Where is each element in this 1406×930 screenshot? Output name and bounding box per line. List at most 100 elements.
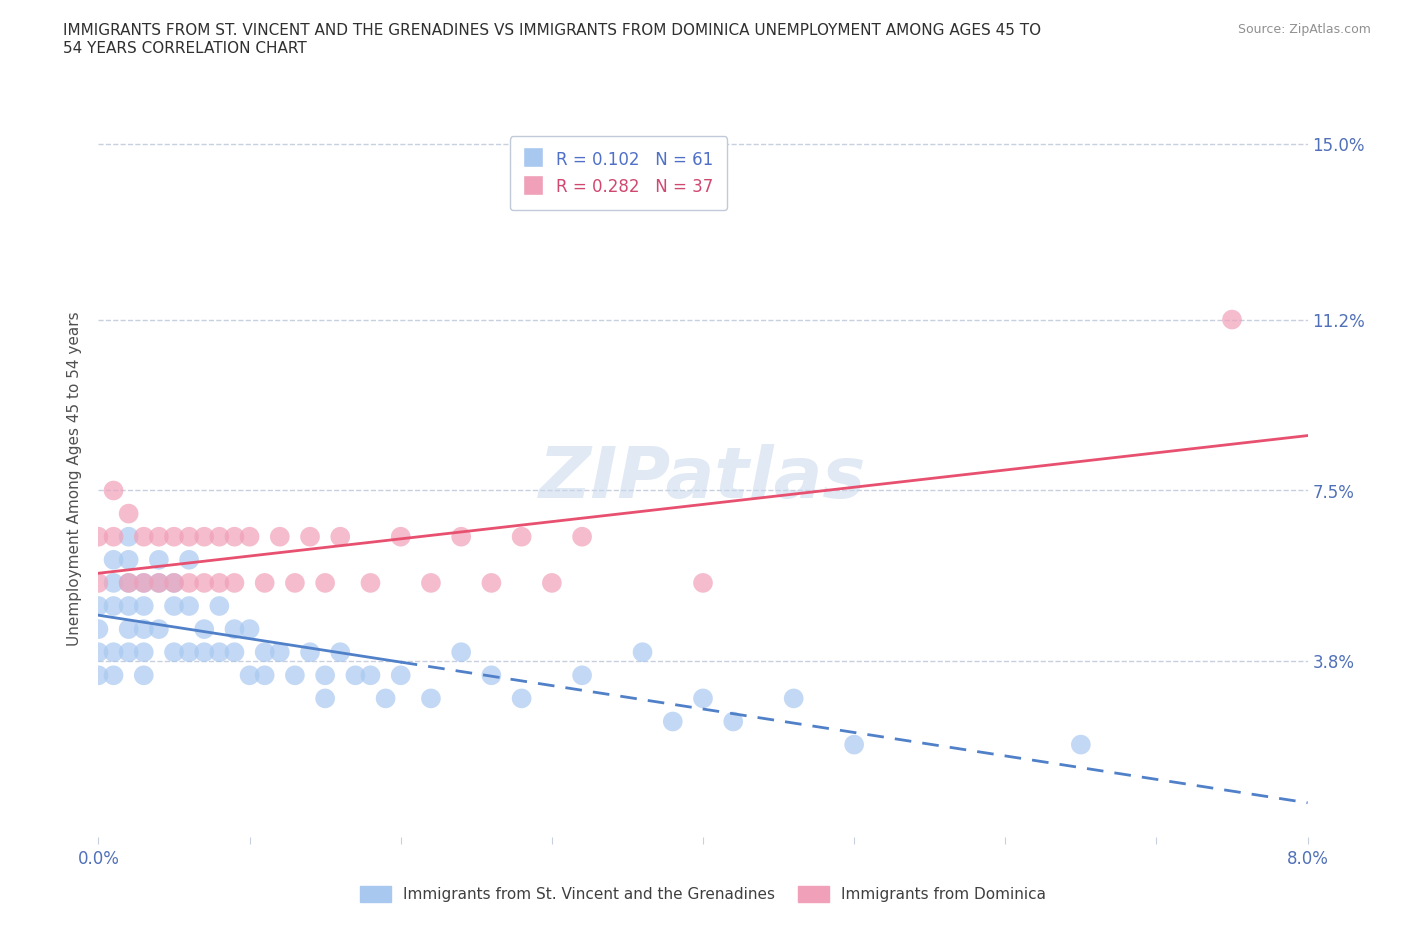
- Point: [481, 668, 503, 683]
- Point: [118, 576, 141, 591]
- Point: [132, 668, 155, 683]
- Point: [148, 529, 170, 544]
- Point: [163, 644, 186, 659]
- Point: [344, 668, 367, 683]
- Point: [163, 599, 186, 614]
- Point: [132, 621, 155, 636]
- Point: [163, 529, 186, 544]
- Point: [87, 668, 110, 683]
- Point: [118, 529, 141, 544]
- Point: [103, 483, 125, 498]
- Point: [224, 644, 246, 659]
- Point: [103, 668, 125, 683]
- Point: [299, 529, 322, 544]
- Point: [208, 599, 231, 614]
- Point: [314, 576, 336, 591]
- Point: [103, 599, 125, 614]
- Point: [420, 576, 443, 591]
- Point: [208, 529, 231, 544]
- Point: [284, 576, 307, 591]
- Point: [692, 691, 714, 706]
- Text: Source: ZipAtlas.com: Source: ZipAtlas.com: [1237, 23, 1371, 36]
- Point: [389, 668, 412, 683]
- Point: [844, 737, 866, 752]
- Point: [208, 644, 231, 659]
- Point: [224, 621, 246, 636]
- Point: [132, 576, 155, 591]
- Point: [103, 529, 125, 544]
- Point: [118, 552, 141, 567]
- Point: [179, 552, 201, 567]
- Point: [132, 599, 155, 614]
- Point: [253, 668, 276, 683]
- Point: [118, 644, 141, 659]
- Point: [132, 644, 155, 659]
- Point: [87, 576, 110, 591]
- Point: [148, 621, 170, 636]
- Point: [118, 599, 141, 614]
- Point: [148, 576, 170, 591]
- Point: [239, 621, 262, 636]
- Point: [193, 644, 215, 659]
- Point: [179, 529, 201, 544]
- Point: [87, 529, 110, 544]
- Point: [179, 599, 201, 614]
- Point: [103, 552, 125, 567]
- Point: [631, 644, 654, 659]
- Point: [193, 576, 215, 591]
- Point: [193, 529, 215, 544]
- Text: ZIPatlas: ZIPatlas: [540, 445, 866, 513]
- Point: [329, 529, 352, 544]
- Point: [692, 576, 714, 591]
- Point: [284, 668, 307, 683]
- Point: [420, 691, 443, 706]
- Point: [571, 529, 593, 544]
- Point: [118, 576, 141, 591]
- Point: [239, 668, 262, 683]
- Point: [1220, 312, 1243, 327]
- Point: [510, 529, 533, 544]
- Point: [661, 714, 683, 729]
- Point: [132, 529, 155, 544]
- Point: [118, 506, 141, 521]
- Point: [389, 529, 412, 544]
- Point: [510, 691, 533, 706]
- Point: [314, 691, 336, 706]
- Point: [299, 644, 322, 659]
- Point: [148, 576, 170, 591]
- Point: [783, 691, 806, 706]
- Point: [193, 621, 215, 636]
- Point: [224, 576, 246, 591]
- Point: [571, 668, 593, 683]
- Legend: R = 0.102   N = 61, R = 0.282   N = 37: R = 0.102 N = 61, R = 0.282 N = 37: [510, 137, 727, 210]
- Point: [179, 644, 201, 659]
- Point: [360, 668, 382, 683]
- Legend: Immigrants from St. Vincent and the Grenadines, Immigrants from Dominica: Immigrants from St. Vincent and the Gren…: [354, 880, 1052, 909]
- Y-axis label: Unemployment Among Ages 45 to 54 years: Unemployment Among Ages 45 to 54 years: [67, 312, 83, 646]
- Point: [540, 576, 562, 591]
- Point: [253, 644, 276, 659]
- Point: [87, 599, 110, 614]
- Point: [148, 552, 170, 567]
- Point: [450, 644, 472, 659]
- Point: [723, 714, 745, 729]
- Point: [103, 576, 125, 591]
- Point: [450, 529, 472, 544]
- Point: [103, 644, 125, 659]
- Text: IMMIGRANTS FROM ST. VINCENT AND THE GRENADINES VS IMMIGRANTS FROM DOMINICA UNEMP: IMMIGRANTS FROM ST. VINCENT AND THE GREN…: [63, 23, 1042, 56]
- Point: [208, 576, 231, 591]
- Point: [132, 576, 155, 591]
- Point: [1070, 737, 1092, 752]
- Point: [163, 576, 186, 591]
- Point: [314, 668, 336, 683]
- Point: [163, 576, 186, 591]
- Point: [374, 691, 396, 706]
- Point: [179, 576, 201, 591]
- Point: [269, 644, 291, 659]
- Point: [87, 644, 110, 659]
- Point: [239, 529, 262, 544]
- Point: [118, 621, 141, 636]
- Point: [269, 529, 291, 544]
- Point: [253, 576, 276, 591]
- Point: [481, 576, 503, 591]
